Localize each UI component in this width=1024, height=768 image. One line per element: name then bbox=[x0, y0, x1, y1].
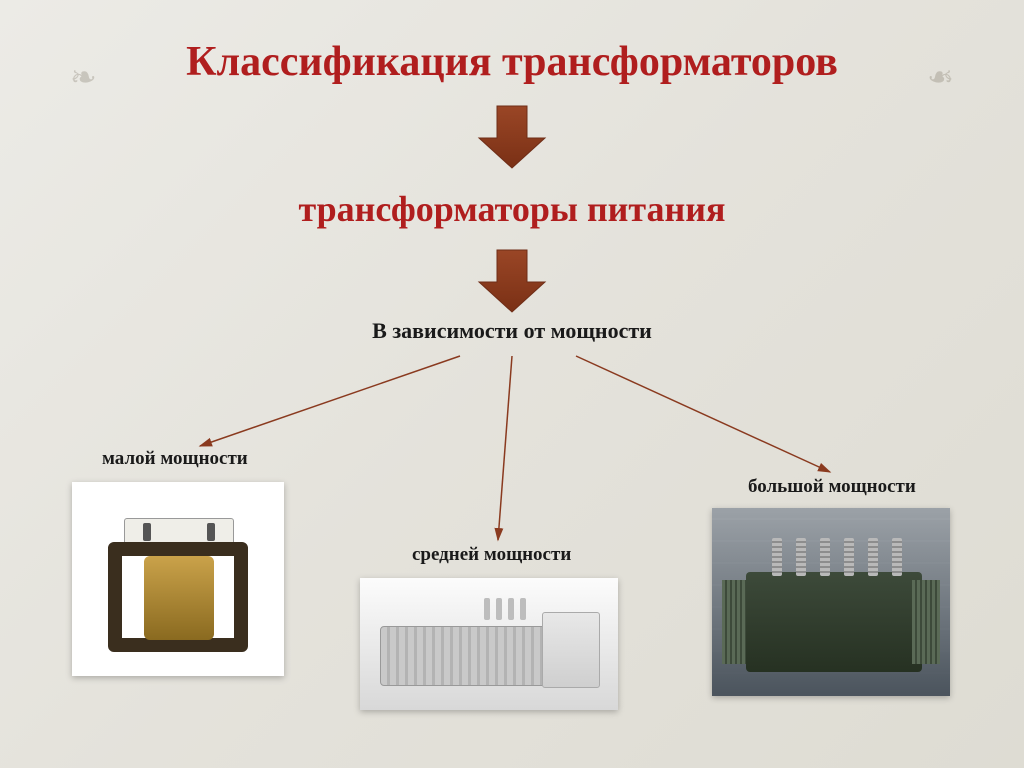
slide: ❧ ❧ Классификация трансформаторов трансф… bbox=[0, 0, 1024, 768]
image-low-power-transformer bbox=[72, 482, 284, 676]
transformer-icon bbox=[380, 608, 600, 694]
transformer-icon bbox=[108, 512, 248, 662]
criteria-label: В зависимости от мощности bbox=[0, 318, 1024, 344]
image-high-power-transformer bbox=[712, 508, 950, 696]
subtitle: трансформаторы питания bbox=[0, 188, 1024, 230]
category-low-label: малой мощности bbox=[102, 448, 248, 470]
arrow-down-icon bbox=[473, 246, 551, 316]
category-mid-label: средней мощности bbox=[412, 544, 571, 566]
image-medium-power-transformer bbox=[360, 578, 618, 710]
transformer-icon bbox=[712, 508, 950, 696]
category-high-label: большой мощности bbox=[748, 476, 916, 498]
page-title: Классификация трансформаторов bbox=[0, 38, 1024, 86]
arrow-down-icon bbox=[473, 102, 551, 172]
